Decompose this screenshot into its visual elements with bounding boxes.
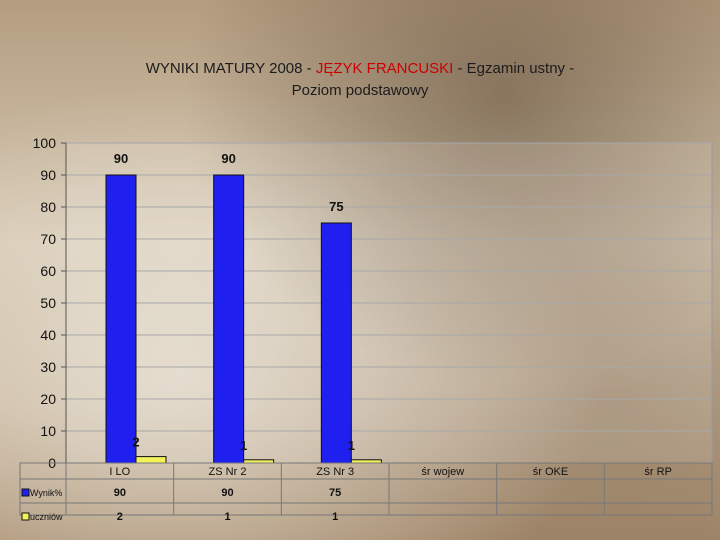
title-part1: WYNIKI MATURY 2008 -	[145, 60, 316, 77]
y-tick-label: 20	[40, 391, 56, 407]
data-table	[19, 462, 713, 516]
legend-swatch	[21, 488, 30, 497]
category-label: I LO	[109, 466, 130, 478]
y-tick-label: 70	[40, 231, 56, 247]
legend-series-name: Wynik%	[30, 488, 62, 498]
category-label: śr RP	[644, 466, 672, 478]
bar	[213, 174, 245, 464]
data-label: 1	[240, 438, 247, 453]
title-accent: JĘZYK FRANCUSKI	[315, 60, 454, 77]
data-label: 1	[348, 438, 355, 453]
chart-title-line2: Poziom podstawowy	[291, 82, 429, 99]
data-label: 90	[221, 151, 235, 166]
data-label: 2	[132, 435, 139, 450]
y-tick-label: 90	[40, 167, 56, 183]
table-cell: 1	[332, 511, 338, 523]
y-tick-label: 60	[40, 263, 56, 279]
bar	[135, 456, 167, 464]
category-label: śr OKE	[533, 466, 568, 478]
y-tick-label: 10	[40, 423, 56, 439]
title-part3: - Egzamin ustny -	[453, 60, 575, 77]
bar	[320, 222, 352, 464]
category-label: śr wojew	[421, 466, 464, 478]
table-cell: 90	[114, 487, 126, 499]
y-tick-label: 30	[40, 359, 56, 375]
y-tick-label: 100	[33, 135, 57, 151]
y-tick-label: 80	[40, 199, 56, 215]
table-cell: 90	[221, 487, 233, 499]
bar	[105, 174, 137, 464]
category-label: ZS Nr 3	[316, 466, 354, 478]
legend-series-name: uczniów	[30, 512, 63, 522]
legend-swatch	[21, 512, 30, 521]
chart-title: WYNIKI MATURY 2008 - JĘZYK FRANCUSKI - E…	[0, 58, 720, 102]
chart-title-line1: WYNIKI MATURY 2008 - JĘZYK FRANCUSKI - E…	[0, 58, 720, 80]
y-tick-label: 40	[40, 327, 56, 343]
data-label: 90	[114, 151, 128, 166]
category-label: ZS Nr 2	[209, 466, 247, 478]
table-cell: 2	[117, 511, 123, 523]
table-cell: 75	[329, 487, 341, 499]
table-cell: 1	[224, 511, 230, 523]
data-label: 75	[329, 199, 343, 214]
y-tick-label: 50	[40, 295, 56, 311]
